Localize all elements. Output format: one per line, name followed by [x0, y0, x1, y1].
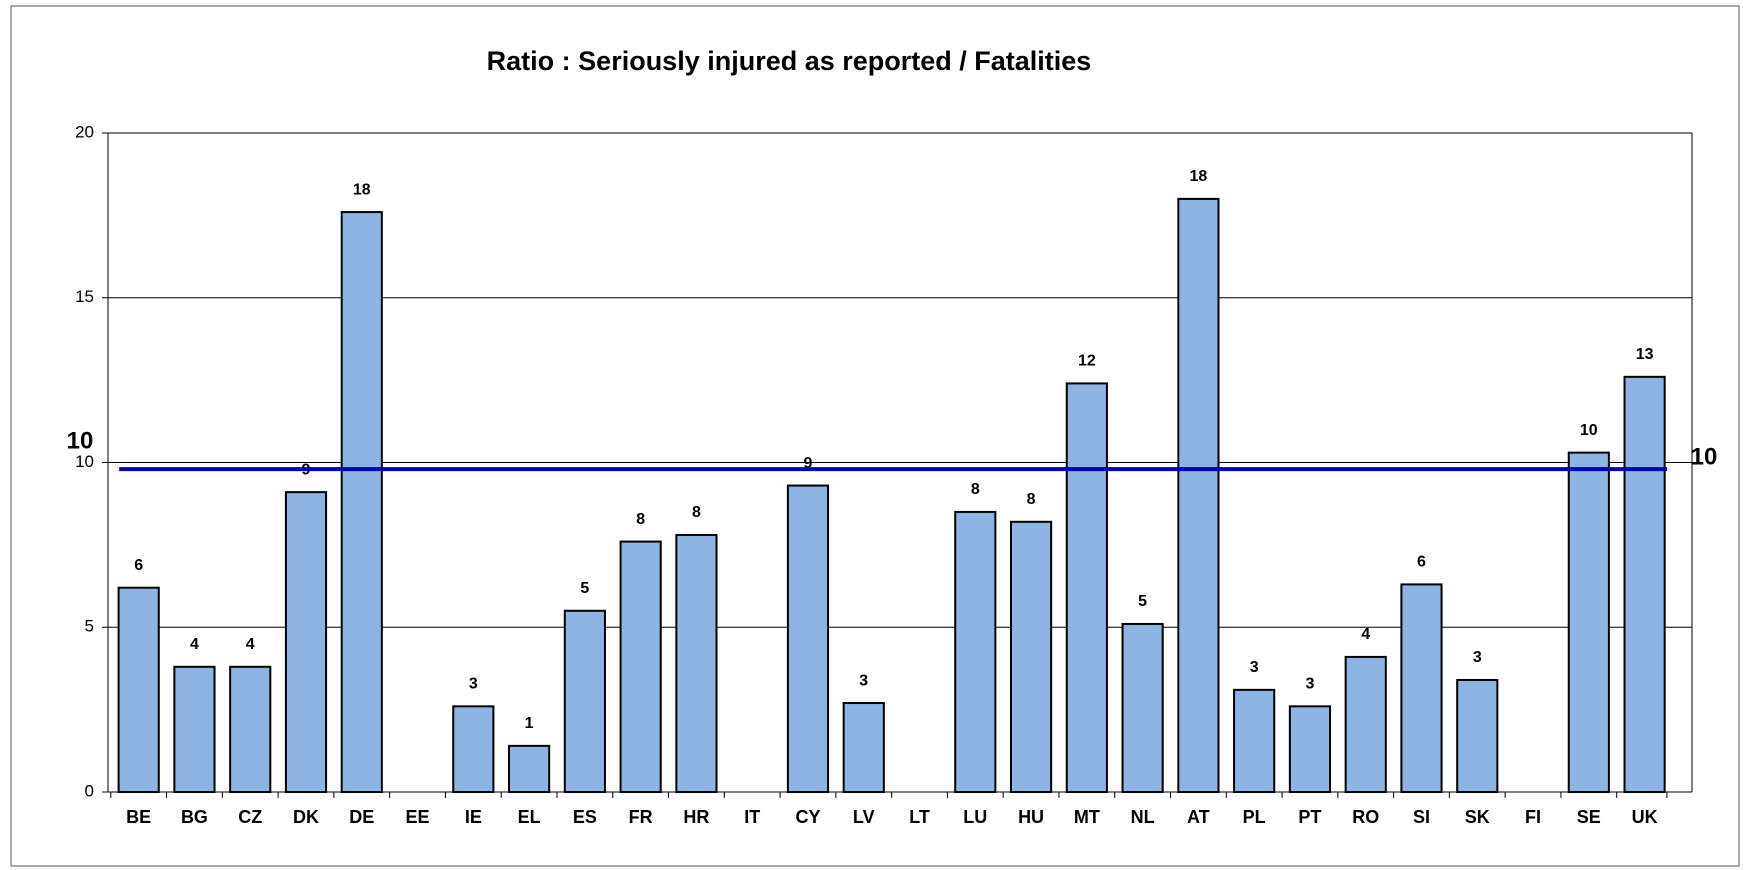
value-label: 8: [1027, 491, 1036, 508]
bar: [117, 586, 160, 794]
x-tick-label: CY: [795, 807, 820, 827]
value-label: 18: [353, 181, 371, 198]
bar: [675, 533, 718, 793]
x-tick-label: PT: [1298, 807, 1321, 827]
x-tick-label: LT: [909, 807, 930, 827]
bar: [1233, 688, 1276, 793]
value-label: 1: [525, 715, 534, 732]
value-label: 3: [1305, 676, 1314, 693]
value-label: 13: [1636, 346, 1654, 363]
value-label: 3: [1473, 649, 1482, 666]
bar: [1456, 678, 1499, 793]
bar: [1121, 622, 1164, 794]
value-label: 4: [246, 636, 255, 653]
y-tick-label: 5: [85, 617, 94, 636]
x-tick-label: FI: [1525, 807, 1541, 827]
value-label: 6: [134, 557, 143, 574]
value-label: 6: [1417, 554, 1426, 571]
bar: [786, 484, 830, 793]
value-label: 8: [692, 504, 701, 521]
value-label: 8: [636, 511, 645, 528]
bar: [954, 510, 997, 793]
value-label: 12: [1078, 353, 1096, 370]
bar: [1567, 451, 1610, 793]
x-tick-label: IT: [744, 807, 760, 827]
x-tick-label: SI: [1413, 807, 1430, 827]
x-tick-label: LU: [963, 807, 987, 827]
x-tick-label: UK: [1632, 807, 1658, 827]
y-tick-label: 10: [75, 452, 94, 471]
x-tick-label: DE: [349, 807, 374, 827]
bar: [1623, 375, 1666, 793]
bar: [340, 211, 383, 793]
bar: [508, 744, 551, 793]
bar: [1344, 655, 1387, 794]
value-label: 4: [1361, 626, 1370, 643]
average-label: 10: [1691, 443, 1718, 470]
bar: [452, 705, 495, 794]
x-tick-label: HR: [683, 807, 709, 827]
value-label: 5: [580, 580, 589, 597]
chart-title: Ratio : Seriously injured as reported / …: [487, 46, 1092, 76]
y-tick-label: 15: [75, 287, 94, 306]
x-tick-label: AT: [1187, 807, 1210, 827]
bar: [1288, 705, 1332, 794]
value-label: 5: [1138, 593, 1147, 610]
x-tick-label: NL: [1131, 807, 1155, 827]
x-tick-label: HU: [1018, 807, 1044, 827]
value-label: 3: [469, 676, 478, 693]
x-tick-label: CZ: [238, 807, 262, 827]
bar: [173, 665, 216, 793]
bar: [229, 665, 272, 793]
value-label: 4: [190, 636, 199, 653]
value-label: 9: [804, 455, 813, 472]
x-tick-label: LV: [853, 807, 875, 827]
bar: [842, 702, 885, 793]
bar: [1065, 382, 1108, 793]
x-tick-label: EE: [406, 807, 430, 827]
bar: [1177, 197, 1220, 793]
value-label: 3: [859, 672, 868, 689]
bar: [563, 609, 606, 794]
x-tick-label: PL: [1243, 807, 1266, 827]
bar: [1400, 583, 1443, 793]
x-tick-label: EL: [518, 807, 541, 827]
bar: [284, 491, 328, 793]
y-tick-label: 0: [85, 781, 94, 800]
bar: [619, 540, 662, 794]
average-label: 10: [67, 427, 94, 454]
value-label: 18: [1189, 168, 1207, 185]
x-tick-label: FR: [629, 807, 653, 827]
x-tick-label: ES: [573, 807, 597, 827]
x-tick-label: RO: [1352, 807, 1379, 827]
x-tick-label: SE: [1577, 807, 1601, 827]
x-tick-label: BE: [126, 807, 151, 827]
value-label: 3: [1250, 659, 1259, 676]
bar: [1009, 520, 1053, 793]
x-tick-label: DK: [293, 807, 319, 827]
value-label: 8: [971, 481, 980, 498]
x-tick-label: BG: [181, 807, 208, 827]
y-tick-label: 20: [75, 122, 94, 141]
value-label: 10: [1580, 422, 1598, 439]
x-tick-label: SK: [1465, 807, 1490, 827]
x-tick-label: IE: [465, 807, 482, 827]
x-tick-label: MT: [1074, 807, 1100, 827]
